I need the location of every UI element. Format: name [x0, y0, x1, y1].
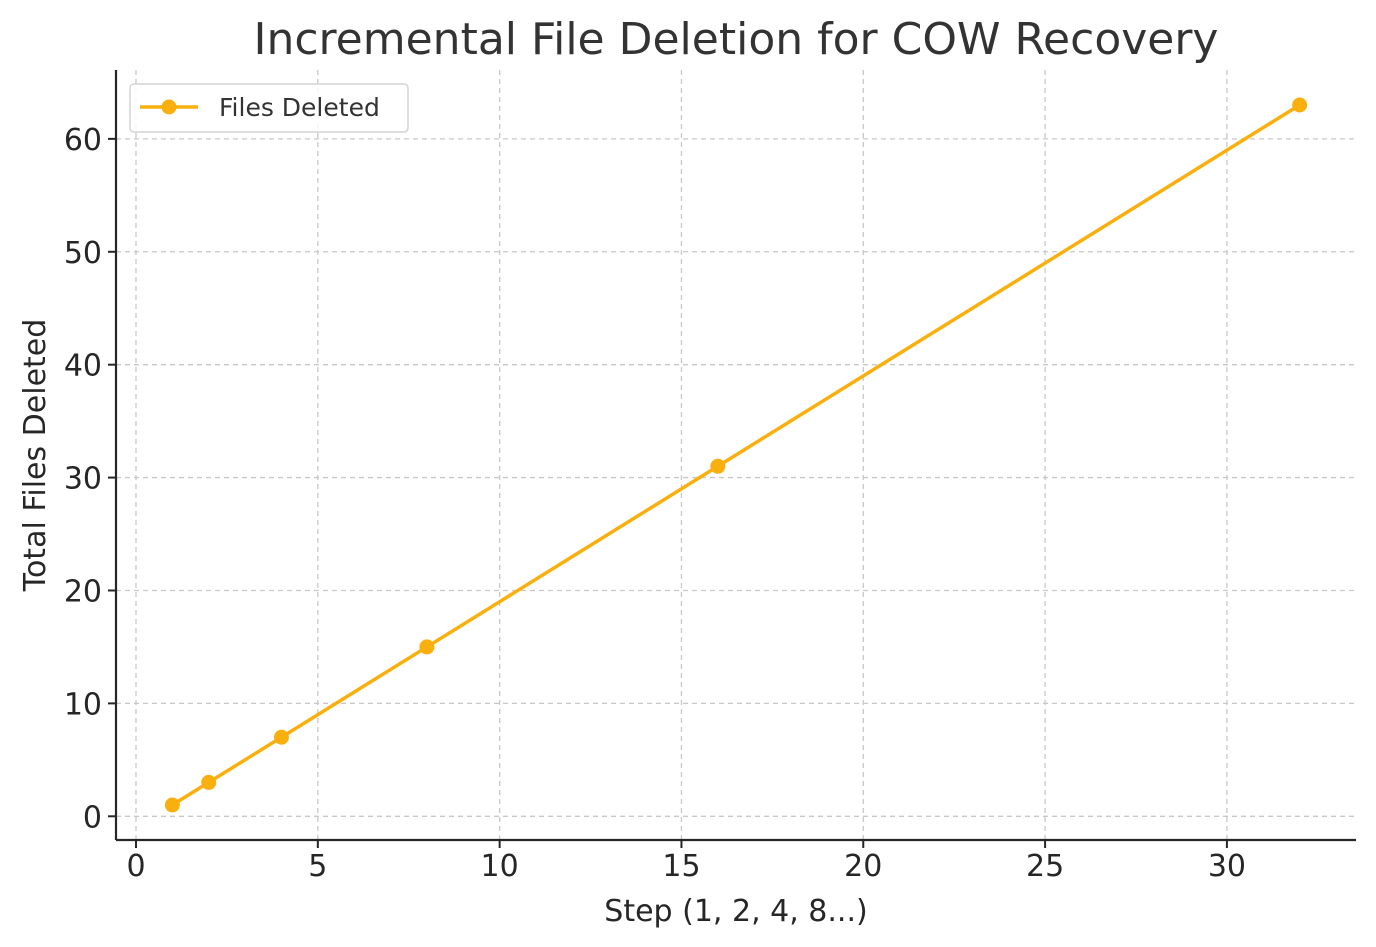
- legend-label: Files Deleted: [219, 93, 380, 122]
- data-point: [419, 639, 435, 655]
- legend-box: [129, 83, 409, 133]
- axes: [114, 70, 1356, 842]
- y-tick-label: 0: [83, 800, 102, 835]
- legend: Files Deleted: [129, 83, 409, 133]
- data-point: [1292, 97, 1308, 113]
- series-layer: [164, 97, 1308, 813]
- x-ticks: 0 5 10 15 20 25 30: [126, 840, 1246, 884]
- x-tick-label: 20: [844, 849, 882, 884]
- y-tick-label: 40: [64, 349, 102, 384]
- x-tick-label: 0: [126, 849, 145, 884]
- x-tick-label: 10: [481, 849, 519, 884]
- grid: [116, 70, 1356, 840]
- x-axis-label: Step (1, 2, 4, 8...): [604, 894, 867, 929]
- x-tick-label: 5: [308, 849, 327, 884]
- y-tick-label: 10: [64, 687, 102, 722]
- y-tick-label: 20: [64, 574, 102, 609]
- y-ticks: 0 10 20 30 40 50 60: [64, 123, 116, 835]
- x-tick-label: 15: [662, 849, 700, 884]
- x-tick-label: 30: [1208, 849, 1246, 884]
- chart-title: Incremental File Deletion for COW Recove…: [254, 14, 1219, 65]
- y-axis-label: Total Files Deleted: [18, 319, 53, 593]
- y-tick-label: 60: [64, 123, 102, 158]
- data-point: [201, 774, 217, 790]
- data-point: [710, 458, 726, 474]
- legend-marker: [161, 99, 177, 115]
- y-tick-label: 50: [64, 236, 102, 271]
- x-tick-label: 25: [1026, 849, 1064, 884]
- y-tick-label: 30: [64, 462, 102, 497]
- data-point: [164, 797, 180, 813]
- data-point: [273, 729, 289, 745]
